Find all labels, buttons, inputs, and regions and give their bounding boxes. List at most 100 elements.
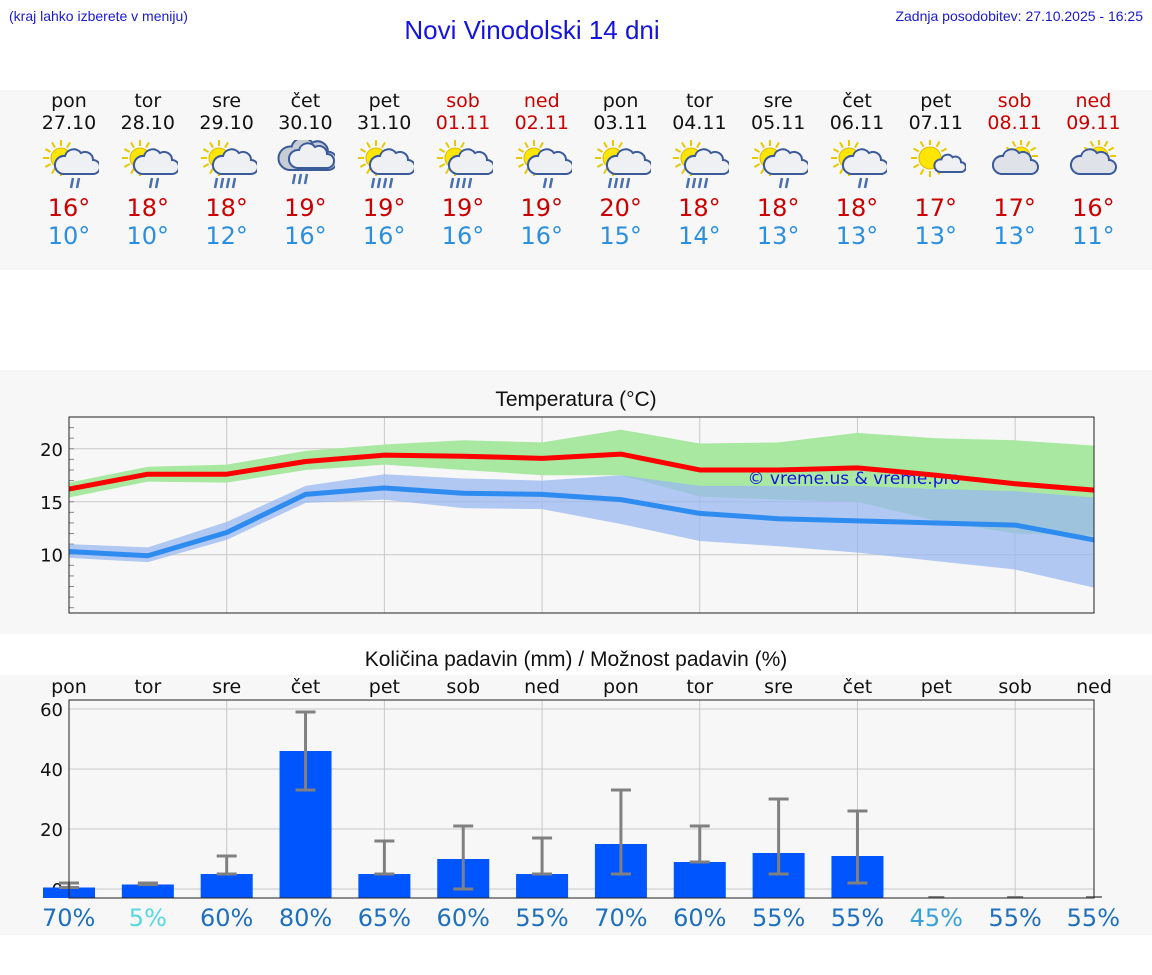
precipitation-probability: 5% — [129, 904, 167, 932]
plot-frame — [68, 699, 1095, 899]
x-day-label: sre — [212, 676, 241, 698]
precipitation-probability: 55% — [515, 904, 568, 932]
precipitation-probability: 80% — [279, 904, 332, 932]
y-tick-label: 10 — [40, 546, 63, 567]
max-temperature-line — [68, 451, 1095, 493]
temp-max: 18° — [126, 194, 170, 222]
precipitation-bar — [358, 874, 411, 898]
day-column: ned 09.11 16° 11° — [1053, 90, 1133, 250]
sun-cloud-rain-icon — [669, 140, 732, 194]
sun-cloud-drizzle-icon — [831, 140, 889, 189]
day-column: tor 04.11 18° 14° — [659, 90, 739, 250]
day-column: sre 29.10 18° 12° — [187, 90, 267, 250]
sun-cloud-rain-icon — [200, 140, 259, 189]
x-day-label: ned — [1076, 676, 1112, 698]
precipitation-bar — [121, 884, 174, 898]
precipitation-chart-title: Količina padavin (mm) / Možnost padavin … — [364, 648, 788, 671]
temp-min: 13° — [993, 222, 1036, 250]
x-day-label: pon — [51, 676, 87, 698]
precipitation-probability: 70% — [42, 904, 95, 932]
precipitation-probability: 45% — [910, 904, 963, 932]
precipitation-probability: 60% — [437, 904, 490, 932]
temp-min: 10° — [126, 222, 170, 250]
temp-min: 11° — [1072, 222, 1115, 250]
sun-cloud-icon — [1070, 139, 1118, 175]
sun-cloud-drizzle-icon — [39, 140, 101, 194]
precipitation-bar — [673, 862, 726, 898]
y-tick-label: 40 — [40, 760, 63, 781]
sun-cloud-drizzle-icon — [118, 140, 180, 194]
day-date: 28.10 — [120, 112, 175, 134]
day-column: pon 27.10 16° 10° — [29, 90, 109, 250]
location-hint: (kraj lahko izberete v meniju) — [9, 8, 188, 24]
x-day-label: čet — [291, 676, 321, 698]
temp-min: 12° — [205, 222, 248, 250]
day-date: 30.10 — [278, 112, 333, 134]
x-day-label: sob — [998, 676, 1032, 698]
day-column: tor 28.10 18° 10° — [108, 90, 188, 250]
sun-cloud-icon — [985, 139, 1045, 194]
precipitation-probability: 70% — [594, 904, 647, 932]
y-tick-label: 60 — [40, 700, 63, 721]
temp-max: 18° — [205, 194, 248, 222]
last-updated: Zadnja posodobitev: 27.10.2025 - 16:25 — [895, 8, 1143, 24]
sun-cloud-drizzle-icon — [121, 140, 180, 189]
day-column: sob 08.11 17° 13° — [975, 90, 1055, 250]
day-name: pet — [920, 90, 952, 112]
temp-min: 15° — [599, 222, 642, 250]
min-temperature-line — [68, 485, 1095, 559]
day-date: 27.10 — [41, 112, 97, 134]
temp-min: 13° — [914, 222, 958, 250]
x-day-label: tor — [134, 676, 161, 698]
plot-area — [69, 700, 1094, 898]
day-date: 02.11 — [514, 112, 569, 134]
min-range-band — [69, 474, 1094, 588]
day-column: pon 03.11 20° 15° — [581, 90, 661, 250]
day-name: pon — [51, 90, 87, 112]
temp-min: 16° — [362, 222, 406, 250]
day-column: ned 02.11 19° 16° — [502, 90, 582, 250]
sun-cloud-rain-icon — [594, 140, 653, 189]
precipitation-bar — [516, 874, 569, 898]
day-name: pon — [602, 90, 639, 112]
page-title: Novi Vinodolski 14 dni — [404, 15, 660, 45]
temp-min: 13° — [756, 222, 800, 250]
x-day-label: čet — [843, 676, 873, 698]
sun-small-cloud-icon — [910, 139, 967, 177]
day-name: ned — [523, 90, 560, 112]
sun-cloud-icon — [1063, 139, 1123, 194]
sun-cloud-drizzle-icon — [43, 140, 101, 189]
day-date: 01.11 — [435, 112, 491, 134]
x-day-label: pon — [603, 676, 639, 698]
day-column: sob 01.11 19° 16° — [423, 90, 503, 250]
forecast-strip: pon 27.10 16° 10° tor 28.10 18° 10° sre 29.10 18° 1… — [0, 90, 1152, 270]
precipitation-chart: pon tor sre čet pet sob ned pon tor sre čet pet sob n… — [40, 676, 1120, 932]
temp-min: 16° — [520, 222, 564, 250]
temp-max: 19° — [362, 194, 406, 222]
day-column: sre 05.11 18° 13° — [738, 90, 818, 250]
x-day-label: pet — [369, 676, 400, 698]
sun-cloud-rain-icon — [433, 140, 495, 194]
day-date: 05.11 — [750, 112, 806, 134]
precipitation-bar — [200, 874, 253, 898]
day-date: 06.11 — [829, 112, 885, 134]
day-date: 31.10 — [356, 112, 412, 134]
sun-cloud-drizzle-icon — [515, 140, 574, 189]
day-name: čet — [290, 90, 321, 112]
day-name: pet — [368, 90, 400, 112]
precipitation-probability: 55% — [988, 904, 1041, 932]
temp-min: 13° — [835, 222, 879, 250]
day-name: ned — [1075, 90, 1112, 112]
day-name: sre — [763, 90, 793, 112]
temp-max: 18° — [678, 194, 721, 222]
temp-max: 18° — [756, 194, 800, 222]
day-name: sre — [212, 90, 242, 112]
max-range-band — [69, 429, 1094, 536]
temp-max: 18° — [835, 194, 879, 222]
temperature-chart-title: Temperatura (°C) — [495, 388, 657, 411]
temp-max: 17° — [914, 194, 958, 222]
temp-max: 19° — [520, 194, 564, 222]
precipitation-probability: 60% — [200, 904, 253, 932]
x-day-label: sre — [764, 676, 793, 698]
sun-small-cloud-icon — [906, 139, 967, 194]
